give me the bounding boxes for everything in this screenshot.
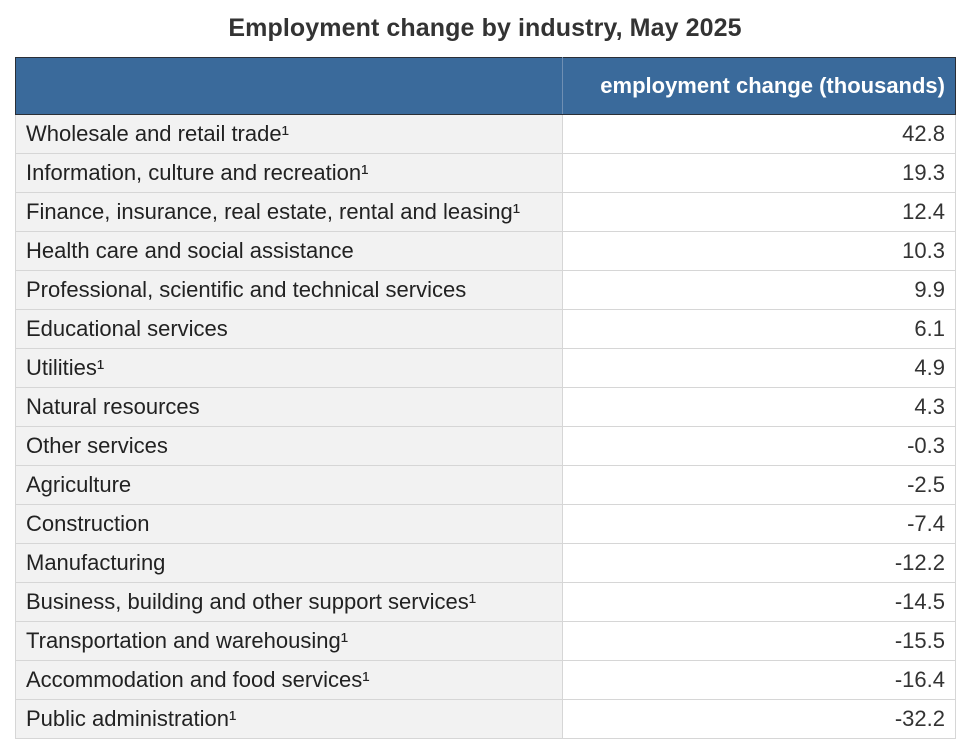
industry-label: Professional, scientific and technical s… xyxy=(15,270,563,310)
employment-change-value: 19.3 xyxy=(562,153,956,193)
employment-change-value: 4.9 xyxy=(562,348,956,388)
industry-label: Information, culture and recreation¹ xyxy=(15,153,563,193)
industry-label: Other services xyxy=(15,426,563,466)
table-row: Information, culture and recreation¹ 19.3 xyxy=(15,153,956,193)
table-row: Agriculture -2.5 xyxy=(15,465,956,505)
industry-label: Wholesale and retail trade¹ xyxy=(15,114,563,154)
industry-label: Manufacturing xyxy=(15,543,563,583)
industry-label: Agriculture xyxy=(15,465,563,505)
industry-label: Transportation and warehousing¹ xyxy=(15,621,563,661)
industry-label: Finance, insurance, real estate, rental … xyxy=(15,192,563,232)
table-row: Utilities¹ 4.9 xyxy=(15,348,956,388)
header-row: employment change (thousands) xyxy=(15,57,956,115)
industry-label: Construction xyxy=(15,504,563,544)
table-row: Transportation and warehousing¹ -15.5 xyxy=(15,621,956,661)
industry-label: Natural resources xyxy=(15,387,563,427)
employment-change-value: -32.2 xyxy=(562,699,956,739)
employment-change-value: 42.8 xyxy=(562,114,956,154)
table-row: Finance, insurance, real estate, rental … xyxy=(15,192,956,232)
header-label-cell xyxy=(15,57,563,115)
employment-change-value: 4.3 xyxy=(562,387,956,427)
header-value-cell: employment change (thousands) xyxy=(562,57,956,115)
employment-change-value: -12.2 xyxy=(562,543,956,583)
table-header: employment change (thousands) xyxy=(15,57,956,115)
employment-change-value: 10.3 xyxy=(562,231,956,271)
table-row: Wholesale and retail trade¹ 42.8 xyxy=(15,114,956,154)
industry-label: Utilities¹ xyxy=(15,348,563,388)
table-row: Natural resources 4.3 xyxy=(15,387,956,427)
employment-change-value: -16.4 xyxy=(562,660,956,700)
employment-change-value: -14.5 xyxy=(562,582,956,622)
industry-label: Educational services xyxy=(15,309,563,349)
table-row: Educational services 6.1 xyxy=(15,309,956,349)
chart-title: Employment change by industry, May 2025 xyxy=(228,14,742,42)
employment-change-value: 6.1 xyxy=(562,309,956,349)
table-row: Professional, scientific and technical s… xyxy=(15,270,956,310)
employment-change-value: -0.3 xyxy=(562,426,956,466)
table-row: Other services -0.3 xyxy=(15,426,956,466)
industry-label: Business, building and other support ser… xyxy=(15,582,563,622)
table-row: Business, building and other support ser… xyxy=(15,582,956,622)
employment-change-value: 12.4 xyxy=(562,192,956,232)
industry-label: Health care and social assistance xyxy=(15,231,563,271)
employment-table: employment change (thousands) Wholesale … xyxy=(15,57,956,739)
employment-change-value: -2.5 xyxy=(562,465,956,505)
table-row: Construction -7.4 xyxy=(15,504,956,544)
employment-change-value: -7.4 xyxy=(562,504,956,544)
employment-change-value: 9.9 xyxy=(562,270,956,310)
employment-change-value: -15.5 xyxy=(562,621,956,661)
industry-label: Accommodation and food services¹ xyxy=(15,660,563,700)
table-row: Accommodation and food services¹ -16.4 xyxy=(15,660,956,700)
table-body: Wholesale and retail trade¹ 42.8 Informati… xyxy=(15,114,956,739)
table-row: Health care and social assistance 10.3 xyxy=(15,231,956,271)
table-row: Manufacturing -12.2 xyxy=(15,543,956,583)
table-row: Public administration¹ -32.2 xyxy=(15,699,956,739)
industry-label: Public administration¹ xyxy=(15,699,563,739)
